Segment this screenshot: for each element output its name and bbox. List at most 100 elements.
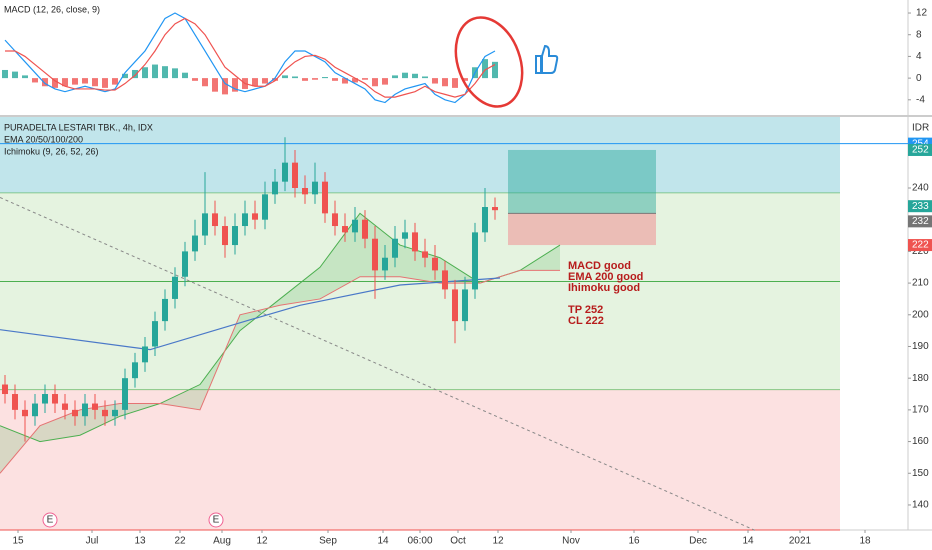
stop-loss-zone	[508, 213, 656, 246]
macd-histogram-bar	[462, 78, 468, 81]
ema-legend: EMA 20/50/100/200	[4, 134, 83, 144]
x-tick-label: 14	[742, 536, 754, 547]
macd-line	[4, 12, 496, 104]
y-tick-label: 140	[912, 500, 929, 511]
candle-body	[102, 409, 108, 417]
candle-body	[72, 409, 78, 417]
candle-body	[452, 289, 458, 322]
candle-body	[352, 219, 358, 233]
price-tag	[908, 200, 932, 213]
x-tick-label: Nov	[562, 536, 580, 547]
price-tag	[908, 143, 932, 156]
annotation: EMA 200 good	[568, 271, 643, 283]
x-tick-label: 12	[492, 536, 504, 547]
y-tick-label: 180	[912, 373, 929, 384]
candle-body	[92, 403, 98, 410]
macd-histogram-bar	[432, 78, 438, 84]
candle-body	[292, 162, 298, 188]
macd-histogram-bar	[132, 69, 138, 79]
macd-histogram-bar	[12, 71, 18, 79]
macd-histogram-bar	[42, 78, 48, 87]
symbol-legend: PURADELTA LESTARI TBK., 4h, IDX	[4, 122, 153, 132]
macd-histogram-bar	[82, 78, 88, 84]
event-label: E	[213, 515, 220, 526]
macd-histogram-bar	[142, 67, 148, 79]
x-tick-label: 06:00	[407, 536, 432, 547]
macd-histogram-bar	[252, 78, 258, 87]
candle-body	[492, 207, 498, 211]
macd-histogram-bar	[402, 72, 408, 79]
macd-histogram-bar	[282, 75, 288, 79]
x-tick-label: 2021	[789, 536, 812, 547]
price-tag-label: 254	[912, 138, 929, 149]
candle-body	[442, 270, 448, 290]
macd-histogram-bar	[452, 78, 458, 88]
x-tick-label: Sep	[319, 536, 337, 547]
macd-histogram-bar	[482, 59, 488, 79]
candle-body	[222, 226, 228, 246]
candle-body	[142, 346, 148, 363]
candle-body	[302, 187, 308, 195]
candle-body	[472, 232, 478, 290]
macd-histogram-bar	[102, 78, 108, 88]
macd-histogram-bar	[192, 78, 198, 81]
thumbs-up-icon	[535, 44, 559, 74]
candle-body	[112, 409, 118, 417]
y-tick-label: 200	[912, 309, 929, 320]
event-marker	[208, 512, 224, 528]
event-marker	[42, 512, 58, 528]
macd-histogram-bar	[302, 78, 308, 81]
candle-body	[402, 232, 408, 239]
macd-histogram-bar	[172, 68, 178, 79]
macd-histogram-bar	[32, 78, 38, 83]
price-tag	[908, 215, 932, 228]
ichimoku-legend: Ichimoku (9, 26, 52, 26)	[4, 146, 99, 156]
x-tick-label: 22	[174, 536, 186, 547]
candle-body	[22, 409, 28, 417]
y-tick-label: 170	[912, 405, 929, 416]
ema-200	[0, 277, 501, 351]
macd-histogram-bar	[272, 78, 278, 81]
macd-histogram-bar	[162, 66, 168, 79]
macd-histogram-bar	[292, 76, 298, 79]
price-tag-label: 222	[912, 240, 929, 251]
macd-histogram-bar	[362, 78, 368, 80]
macd-histogram-bar	[422, 76, 428, 79]
price-tag	[908, 239, 932, 252]
macd-histogram-bar	[342, 78, 348, 84]
candle-body	[262, 194, 268, 220]
macd-legend: MACD (12, 26, close, 9)	[4, 4, 100, 14]
candle-body	[132, 362, 138, 379]
zone	[0, 389, 840, 530]
macd-histogram-bar	[222, 78, 228, 95]
candle-body	[332, 213, 338, 227]
y-tick-label: 160	[912, 436, 929, 447]
macd-histogram-bar	[442, 78, 448, 87]
macd-histogram-bar	[72, 78, 78, 85]
annotation: TP 252	[568, 304, 603, 316]
candle-body	[172, 276, 178, 299]
macd-histogram-bar	[352, 78, 358, 83]
macd-histogram-bar	[22, 75, 28, 79]
candle-body	[62, 403, 68, 410]
macd-histogram-bar	[332, 78, 338, 81]
candle-body	[432, 257, 438, 271]
currency-label: IDR	[912, 123, 929, 134]
candle-body	[42, 394, 48, 404]
cloud-fill	[0, 213, 560, 474]
candle-body	[192, 235, 198, 252]
macd-histogram-bar	[262, 78, 268, 84]
highlight-circle	[454, 16, 524, 108]
candle-body	[392, 238, 398, 258]
x-tick-label: Dec	[689, 536, 707, 547]
macd-histogram-bar	[182, 72, 188, 79]
candle-body	[422, 251, 428, 258]
candle-body	[162, 298, 168, 322]
candle-body	[282, 162, 288, 182]
candle-body	[212, 213, 218, 227]
candle-body	[382, 257, 388, 271]
candle-body	[242, 213, 248, 227]
candle-body	[82, 403, 88, 417]
candle-body	[252, 213, 258, 220]
